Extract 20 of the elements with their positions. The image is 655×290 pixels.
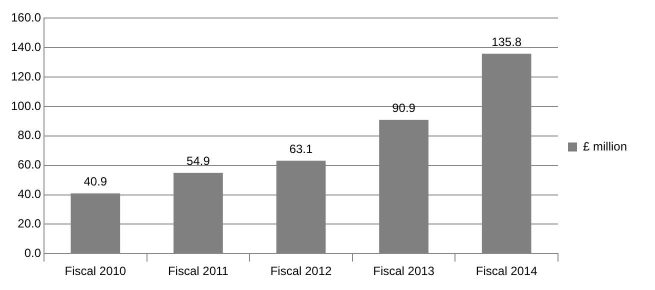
y-tick-label: 160.0 bbox=[11, 10, 42, 25]
y-tick-label: 20.0 bbox=[18, 216, 42, 230]
y-tick-label: 100.0 bbox=[11, 98, 42, 113]
x-tick-label: Fiscal 2012 bbox=[270, 264, 332, 278]
x-tick-label: Fiscal 2011 bbox=[168, 264, 229, 278]
x-tick-label: Fiscal 2013 bbox=[373, 264, 435, 278]
data-label: 40.9 bbox=[84, 174, 108, 189]
y-tick-label: 140.0 bbox=[11, 40, 42, 54]
data-label: 135.8 bbox=[492, 35, 522, 50]
legend-label: £ million bbox=[582, 139, 627, 154]
x-tick-label: Fiscal 2014 bbox=[476, 264, 538, 278]
data-label: 63.1 bbox=[289, 142, 314, 156]
x-tick-label: Fiscal 2010 bbox=[64, 264, 126, 278]
y-tick-label: 40.0 bbox=[18, 187, 42, 202]
data-label: 90.9 bbox=[392, 101, 416, 116]
y-tick-label: 0.0 bbox=[24, 246, 42, 260]
y-tick-label: 60.0 bbox=[18, 158, 42, 172]
y-tick-label: 120.0 bbox=[11, 69, 42, 84]
data-label: 54.9 bbox=[186, 154, 210, 168]
y-tick-label: 80.0 bbox=[18, 128, 42, 142]
